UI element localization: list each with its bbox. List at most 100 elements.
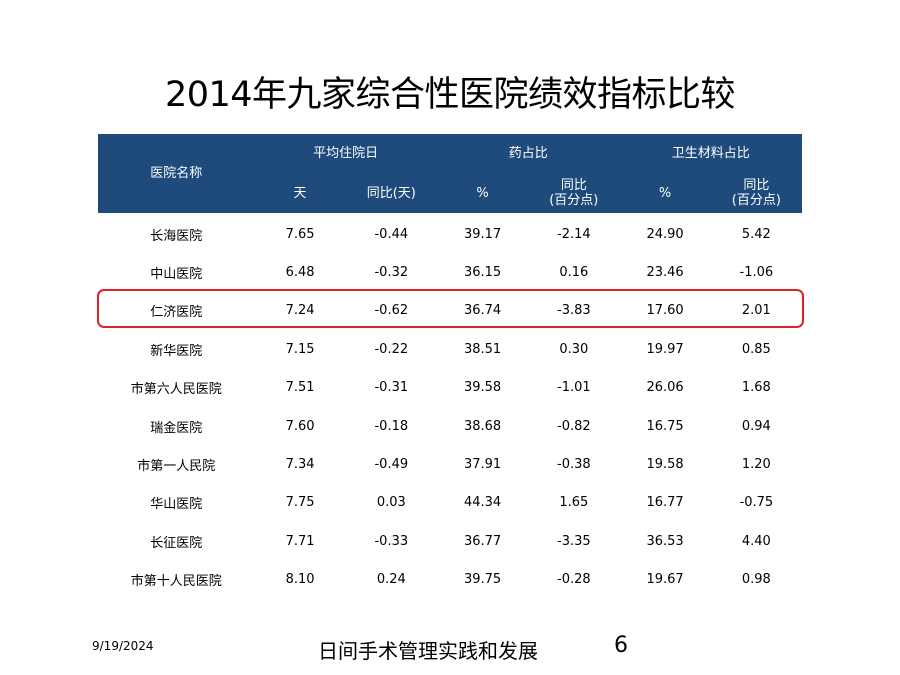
value-cell: 24.90: [646, 226, 684, 242]
value-cell: -0.38: [557, 457, 591, 473]
value-cell: 7.60: [285, 418, 315, 434]
subheader-line: %: [658, 185, 672, 201]
table-row: 新华医院 7.15 -0.22 38.51 0.30 19.97 0.85: [98, 330, 802, 368]
value-cell: -0.31: [374, 380, 409, 396]
subheader-line: 同比(天): [366, 185, 416, 201]
value-cell: 36.53: [646, 533, 684, 549]
hospital-name-cell: 新华医院: [150, 343, 203, 359]
hospital-name-cell: 中山医院: [150, 267, 203, 283]
value-cell: 0.24: [376, 572, 406, 588]
slide-title: 2014年九家综合性医院绩效指标比较: [164, 75, 736, 115]
value-cell: 38.51: [463, 341, 502, 357]
hospital-name-cell: 市第十人民医院: [130, 574, 222, 590]
header-group-material-ratio: 卫生材料占比: [619, 134, 802, 173]
value-cell: -0.82: [557, 418, 591, 434]
table-body: 长海医院 7.65 -0.44 39.17 -2.14 24.90 5.42 中山医院 6.48…: [98, 213, 802, 599]
hospital-name-cell: 华山医院: [150, 497, 203, 513]
subheader-line: %: [476, 185, 489, 201]
value-cell: 36.77: [463, 533, 502, 549]
value-cell: -3.83: [557, 303, 591, 319]
value-cell: 1.65: [559, 495, 589, 511]
subheader-line: 同比: [560, 178, 587, 193]
value-cell: 2.01: [741, 303, 771, 319]
subheader-line: (百分点): [731, 193, 781, 208]
header-hospital-name: 医院名称: [98, 134, 255, 213]
value-cell: -0.75: [739, 495, 774, 511]
table-row: 中山医院 6.48 -0.32 36.15 0.16 23.46 -1.06: [98, 253, 802, 291]
value-cell: 8.10: [285, 572, 315, 588]
subheader-line: 天: [293, 185, 307, 201]
value-cell: -0.18: [374, 418, 409, 434]
value-cell: 38.68: [463, 418, 502, 434]
subheader-5: 同比 (百分点): [710, 173, 802, 213]
header-row-subheaders: 天同比(天)% 同比 (百分点)% 同比 (百分点): [98, 173, 802, 213]
value-cell: 7.24: [285, 303, 315, 319]
value-cell: 5.42: [741, 226, 771, 242]
subheader-3: 同比 (百分点): [528, 173, 620, 213]
value-cell: 7.65: [285, 226, 315, 242]
value-cell: 36.15: [463, 265, 502, 281]
subheader-line: (百分点): [549, 193, 599, 208]
value-cell: -1.01: [557, 380, 591, 396]
value-cell: -1.06: [739, 265, 774, 281]
hospital-name-cell: 仁济医院: [150, 305, 203, 321]
header-group-drug-ratio: 药占比: [436, 134, 620, 173]
page-number: 6: [614, 633, 628, 658]
value-cell: 1.20: [741, 457, 771, 473]
value-cell: 7.71: [285, 533, 315, 549]
hospital-name-cell: 市第六人民医院: [130, 382, 222, 398]
footer-title: 日间手术管理实践和发展: [318, 639, 538, 663]
table-row: 市第十人民医院 8.10 0.24 39.75 -0.28 19.67 0.98: [98, 561, 802, 599]
value-cell: 19.97: [646, 341, 684, 357]
value-cell: 17.60: [646, 303, 684, 319]
footer-date: 9/19/2024: [92, 639, 154, 653]
value-cell: 39.75: [463, 572, 502, 588]
performance-table: 医院名称 平均住院日 药占比 卫生材料占比 天同比(天)% 同比 (百分点)% 同比(…: [98, 134, 802, 599]
table-row: 市第一人民院 7.34 -0.49 37.91 -0.38 19.58 1.20: [98, 445, 802, 483]
value-cell: 6.48: [285, 265, 315, 281]
value-cell: 0.85: [741, 341, 771, 357]
value-cell: 36.74: [463, 303, 502, 319]
hospital-name-cell: 市第一人民院: [137, 459, 216, 475]
value-cell: 1.68: [741, 380, 771, 396]
value-cell: 26.06: [646, 380, 684, 396]
value-cell: 4.40: [741, 533, 771, 549]
value-cell: -0.62: [374, 303, 409, 319]
value-cell: 39.17: [463, 226, 502, 242]
value-cell: 7.15: [285, 341, 315, 357]
value-cell: 0.03: [376, 495, 406, 511]
hospital-name-cell: 瑞金医院: [150, 420, 203, 436]
value-cell: 7.75: [285, 495, 315, 511]
table-row: 长海医院 7.65 -0.44 39.17 -2.14 24.90 5.42: [98, 213, 802, 253]
value-cell: 16.77: [646, 495, 684, 511]
value-cell: -0.28: [557, 572, 591, 588]
subheader-1: 同比(天): [345, 173, 437, 213]
value-cell: 0.98: [741, 572, 771, 588]
hospital-name-cell: 长征医院: [150, 535, 203, 551]
value-cell: -3.35: [557, 533, 591, 549]
hospital-name-cell: 长海医院: [150, 228, 203, 244]
value-cell: 23.46: [646, 265, 684, 281]
value-cell: 37.91: [463, 457, 502, 473]
table-row: 市第六人民医院 7.51 -0.31 39.58 -1.01 26.06 1.68: [98, 369, 802, 407]
value-cell: 0.30: [559, 341, 589, 357]
subheader-line: 同比: [743, 178, 770, 193]
subheader-2: %: [436, 173, 529, 213]
value-cell: 7.51: [285, 380, 315, 396]
header-group-avg-stay: 平均住院日: [254, 134, 437, 173]
value-cell: -0.33: [374, 533, 409, 549]
table-row: 仁济医院 7.24 -0.62 36.74 -3.83 17.60 2.01: [98, 292, 802, 330]
value-cell: 16.75: [646, 418, 684, 434]
value-cell: -2.14: [557, 226, 591, 242]
value-cell: 19.67: [646, 572, 684, 588]
value-cell: 44.34: [463, 495, 502, 511]
header-row-groups: 医院名称 平均住院日 药占比 卫生材料占比: [98, 134, 802, 213]
subheader-4: %: [619, 173, 711, 213]
value-cell: 7.34: [285, 457, 315, 473]
value-cell: 0.16: [559, 265, 589, 281]
value-cell: -0.22: [374, 341, 409, 357]
table-row: 长征医院 7.71 -0.33 36.77 -3.35 36.53 4.40: [98, 522, 802, 560]
value-cell: 19.58: [646, 457, 684, 473]
value-cell: -0.49: [374, 457, 409, 473]
value-cell: 0.94: [741, 418, 771, 434]
